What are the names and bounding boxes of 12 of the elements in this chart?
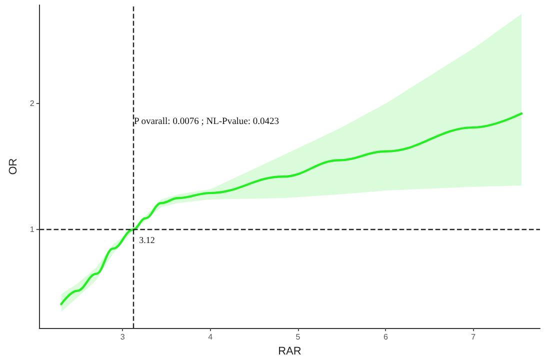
ref-line-label: 3.12 xyxy=(139,235,155,246)
x-tick-label: 6 xyxy=(383,332,388,342)
x-tick-label: 5 xyxy=(296,332,301,342)
annotation: P ovarall: 0.0076 ; NL-Pvalue: 0.0423 xyxy=(134,117,280,127)
line-series xyxy=(60,112,523,306)
y-tick-label: 1 xyxy=(30,225,35,234)
y-tick-label: 2 xyxy=(30,98,35,108)
x-tick-label: 7 xyxy=(471,332,476,342)
x-tick-label: 4 xyxy=(208,332,214,342)
y-axis-title: OR xyxy=(8,158,20,175)
x-tick-label: 3 xyxy=(120,332,126,342)
x-axis-title: RAR xyxy=(278,346,302,358)
